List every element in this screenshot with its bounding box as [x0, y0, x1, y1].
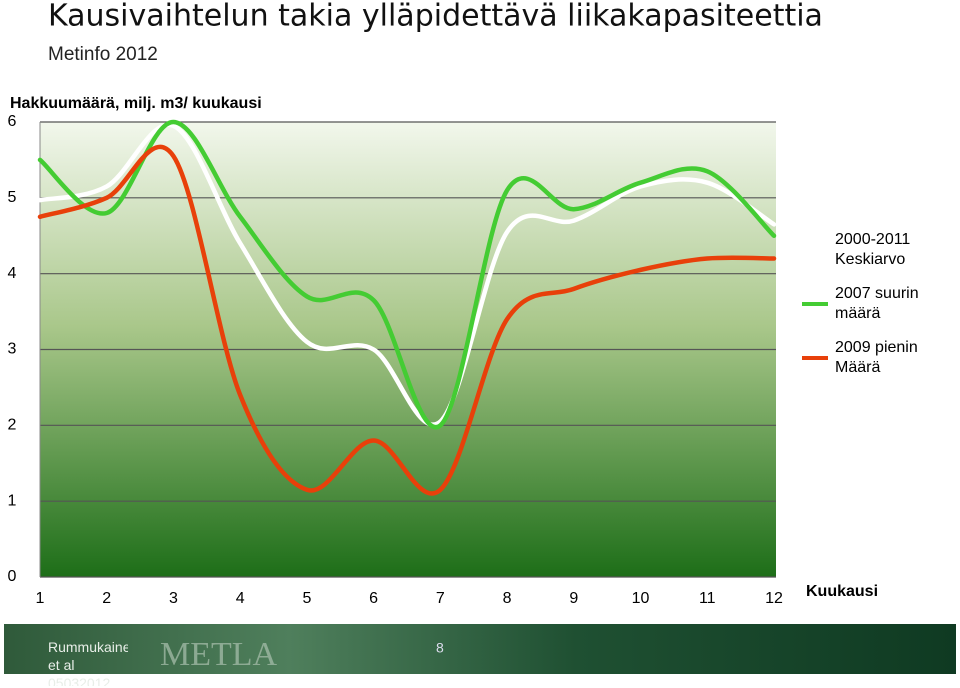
y-tick-label: 0	[8, 568, 17, 585]
y-tick-label: 2	[8, 417, 17, 434]
x-tick-label: 1	[36, 590, 45, 607]
legend-label: 2009 pienin Määrä	[835, 339, 918, 376]
x-tick-label: 4	[236, 590, 245, 607]
y-tick-label: 4	[8, 265, 17, 282]
x-axis-label: Kuukausi	[806, 583, 878, 600]
x-tick-label: 3	[169, 590, 178, 607]
legend-label: 2007 suurin määrä	[835, 285, 919, 322]
y-tick-label: 5	[8, 189, 17, 206]
series-line	[37, 122, 777, 427]
chart-subtitle: Metinfo 2012	[48, 44, 158, 65]
y-tick-label: 6	[8, 113, 17, 130]
legend-label: 2000-2011 Keskiarvo	[835, 231, 911, 268]
x-tick-label: 12	[765, 590, 783, 607]
footer-author: Rummukainen et al 05032012	[48, 639, 128, 686]
series-line	[37, 144, 777, 496]
y-tick-label: 1	[8, 492, 17, 509]
y-tick-label: 3	[8, 341, 17, 358]
y-axis-label: Hakkuumäärä, milj. m3/ kuukausi	[10, 95, 262, 112]
x-tick-label: 7	[436, 590, 445, 607]
x-tick-label: 10	[632, 590, 650, 607]
chart-title: Kausivaihtelun takia ylläpidettävä liika…	[48, 0, 823, 34]
x-tick-label: 2	[102, 590, 111, 607]
x-tick-label: 6	[369, 590, 378, 607]
x-tick-label: 9	[569, 590, 578, 607]
x-tick-label: 11	[699, 590, 716, 607]
footer-band	[4, 624, 956, 674]
footer-logo: METLA	[160, 636, 278, 673]
page-number: 8	[436, 640, 444, 656]
x-tick-label: 8	[503, 590, 512, 607]
series-line	[37, 119, 777, 430]
x-tick-label: 5	[302, 590, 311, 607]
